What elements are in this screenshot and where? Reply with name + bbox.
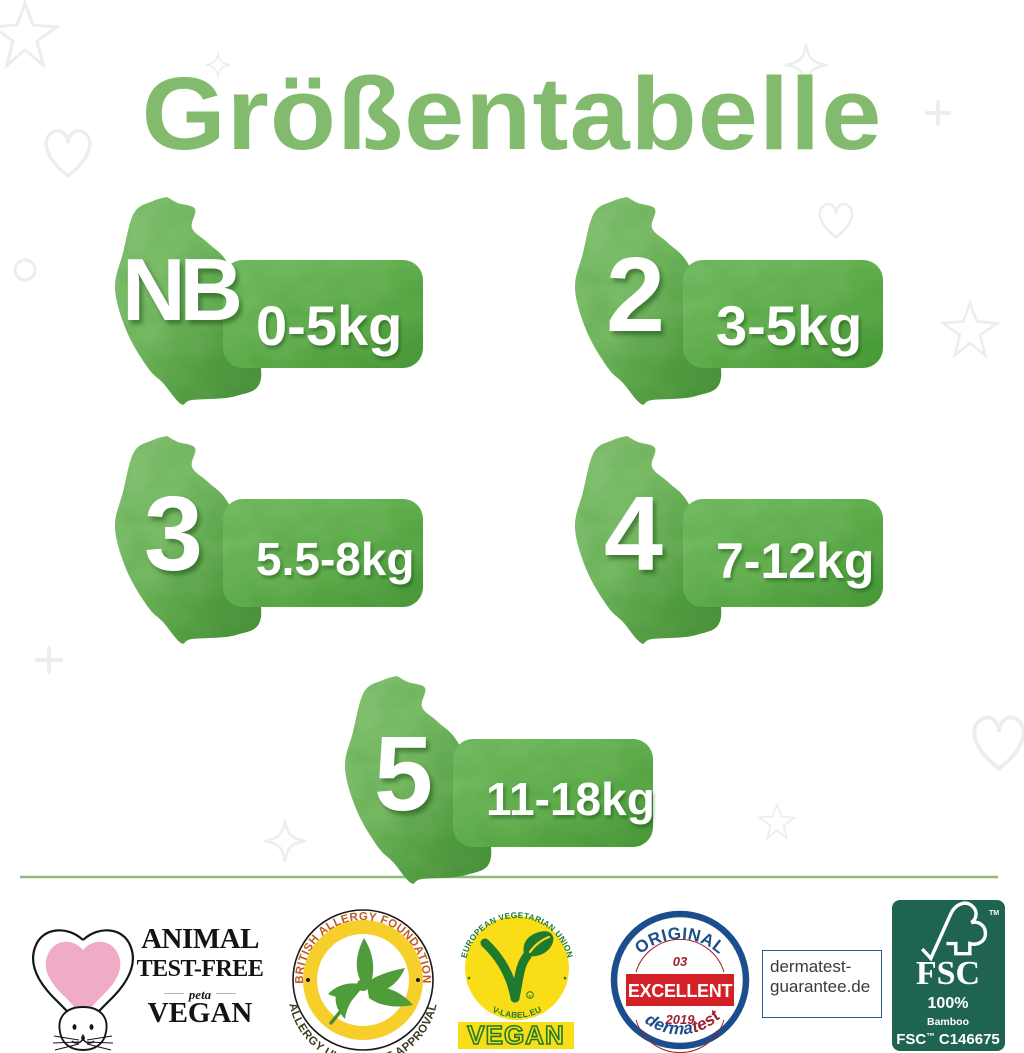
svg-text:03: 03 — [673, 954, 688, 969]
svg-text:FSC: FSC — [916, 955, 980, 992]
svg-text:Bamboo: Bamboo — [927, 1016, 969, 1028]
svg-text:R: R — [528, 994, 531, 999]
svg-text:EXCELLENT: EXCELLENT — [628, 981, 733, 1001]
svg-text:FSC™ C146675: FSC™ C146675 — [896, 1031, 1000, 1048]
svg-text:100%: 100% — [928, 995, 969, 1012]
svg-text:TM: TM — [989, 910, 999, 917]
